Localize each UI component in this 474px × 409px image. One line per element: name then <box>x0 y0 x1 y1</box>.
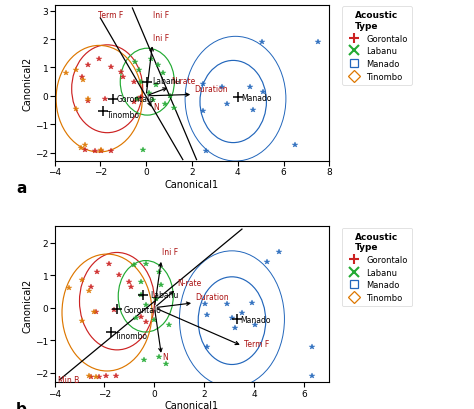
Text: N-rate: N-rate <box>171 77 196 86</box>
Text: Ini F: Ini F <box>154 34 170 43</box>
X-axis label: Canonical1: Canonical1 <box>165 400 219 409</box>
Text: Tinombo: Tinombo <box>115 331 148 340</box>
Text: b: b <box>16 401 27 409</box>
Text: Duration: Duration <box>194 85 228 94</box>
Text: Gorontalo: Gorontalo <box>124 305 162 314</box>
Text: Duration: Duration <box>195 292 228 301</box>
Legend: Gorontalo, Labanu, Manado, Tinombo: Gorontalo, Labanu, Manado, Tinombo <box>342 7 411 86</box>
Text: Term F: Term F <box>244 339 269 348</box>
Text: Labanu: Labanu <box>150 290 178 299</box>
Text: Tinombo: Tinombo <box>107 110 140 119</box>
Text: N: N <box>163 353 168 362</box>
Text: Manado: Manado <box>241 315 271 324</box>
Y-axis label: Canonical2: Canonical2 <box>22 278 32 332</box>
Y-axis label: Canonical2: Canonical2 <box>22 57 32 111</box>
Text: Ini F: Ini F <box>154 11 170 20</box>
Text: Term F: Term F <box>98 11 123 20</box>
Text: N: N <box>153 103 159 112</box>
X-axis label: Canonical1: Canonical1 <box>165 180 219 190</box>
Text: Ini F: Ini F <box>163 248 179 257</box>
Text: Min B: Min B <box>58 375 80 384</box>
Text: Manado: Manado <box>241 94 272 103</box>
Legend: Gorontalo, Labanu, Manado, Tinombo: Gorontalo, Labanu, Manado, Tinombo <box>342 228 411 306</box>
Text: N-rate: N-rate <box>177 278 202 287</box>
Text: a: a <box>16 180 27 195</box>
Text: Labanu: Labanu <box>152 76 180 85</box>
Text: Gorontalo: Gorontalo <box>117 94 155 103</box>
